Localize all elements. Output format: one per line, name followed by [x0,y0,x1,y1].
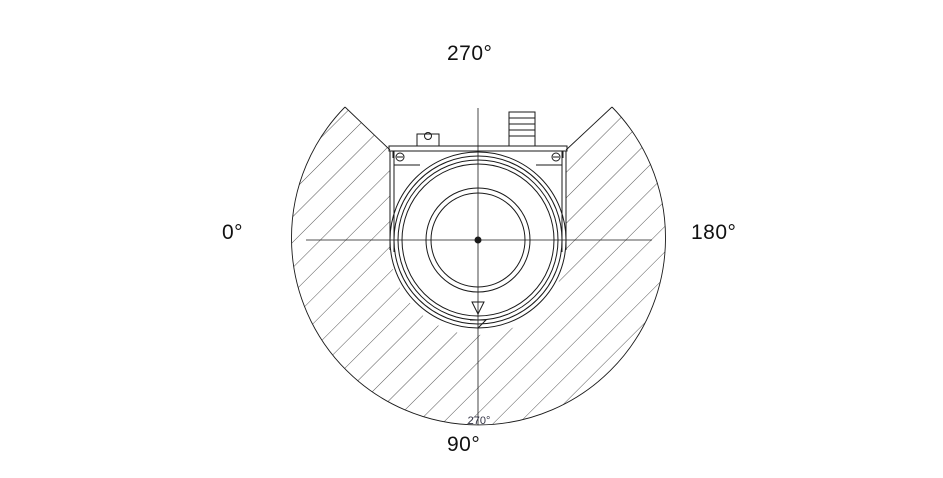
arc-edge-left [344,106,391,151]
label-right: 180° [691,221,737,244]
arc-edge-right [565,106,613,151]
label-top: 270° [447,42,493,65]
sensor-housing [388,111,568,329]
label-left: 0° [222,221,244,244]
arc-label-small: 270° [468,415,491,427]
hatched-coverage-area [291,107,666,425]
coverage-arc [291,106,666,426]
label-bottom: 90° [447,433,481,456]
